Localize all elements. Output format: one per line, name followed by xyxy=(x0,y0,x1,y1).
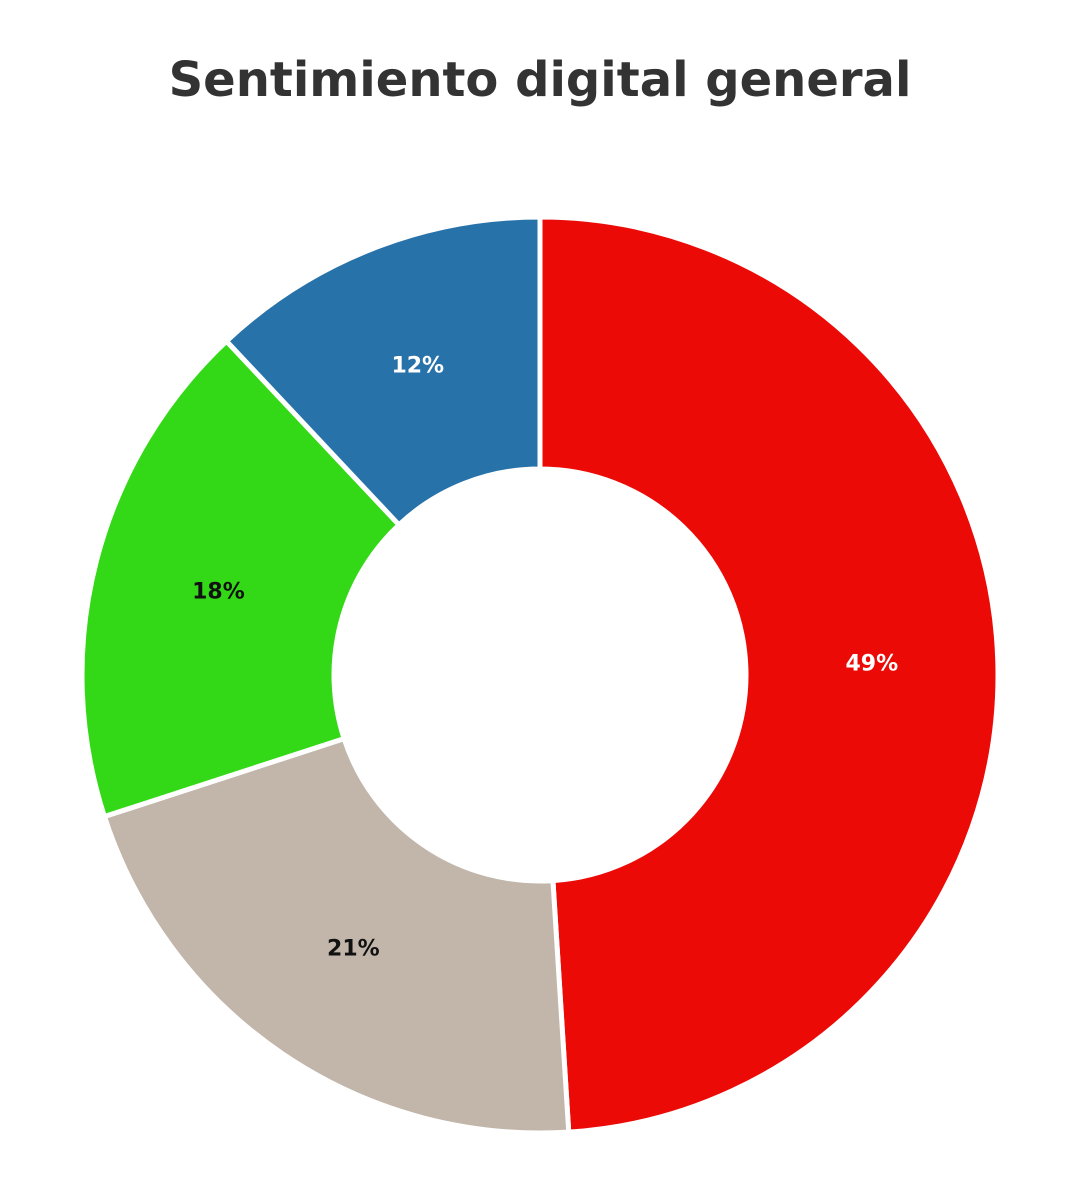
donut-slice xyxy=(79,338,402,820)
value-label: 49% xyxy=(846,652,899,677)
value-label: 12% xyxy=(391,353,444,378)
donut-slice xyxy=(537,214,1001,1135)
donut-slice xyxy=(101,736,572,1136)
value-label: 18% xyxy=(192,579,245,604)
value-label: 21% xyxy=(327,937,380,962)
chart-title: Sentimiento digital general xyxy=(169,52,912,108)
donut-slice xyxy=(223,214,543,528)
